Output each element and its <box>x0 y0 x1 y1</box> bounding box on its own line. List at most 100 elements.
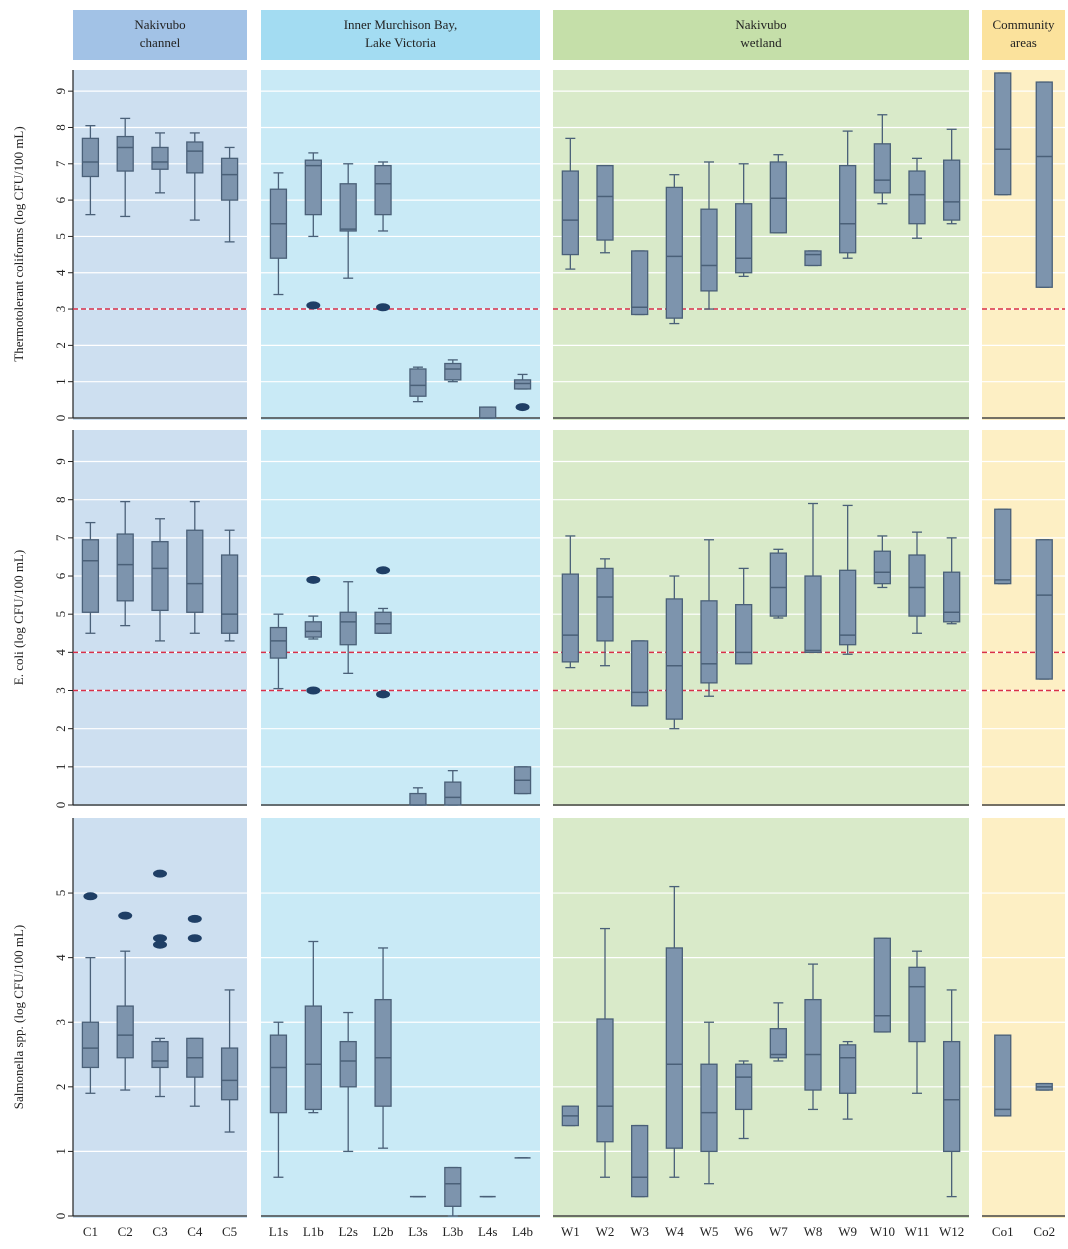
box <box>374 164 392 216</box>
box <box>596 567 614 642</box>
x-tick-label: L3s <box>408 1224 428 1239</box>
box <box>839 1044 857 1094</box>
y-tick-label: 0 <box>53 802 68 809</box>
x-tick-label: L4s <box>478 1224 498 1239</box>
outlier <box>187 914 202 923</box>
box <box>631 1124 649 1198</box>
y-tick-label: 7 <box>53 534 68 541</box>
box <box>269 626 288 659</box>
y-tick-label: 9 <box>53 88 68 95</box>
box <box>269 1034 288 1114</box>
outlier <box>376 566 391 575</box>
y-tick-label: 8 <box>53 124 68 131</box>
y-tick-label: 8 <box>53 496 68 503</box>
box <box>186 141 204 174</box>
box <box>994 72 1012 196</box>
box <box>1035 539 1053 680</box>
x-tick-label: W12 <box>939 1224 964 1239</box>
box <box>769 161 787 234</box>
y-tick-label: 7 <box>53 160 68 167</box>
box <box>116 135 134 172</box>
box <box>908 170 926 225</box>
box <box>804 998 822 1091</box>
x-tick-label: L3b <box>442 1224 463 1239</box>
group-header <box>261 10 540 60</box>
outlier <box>306 301 321 310</box>
panel-background <box>261 70 540 420</box>
box <box>220 554 239 634</box>
x-tick-label: W3 <box>630 1224 649 1239</box>
box <box>735 1063 753 1111</box>
box <box>908 554 926 617</box>
y-tick-label: 3 <box>53 687 68 694</box>
group-title: Nakivubo <box>735 17 786 32</box>
box <box>116 1005 134 1059</box>
x-tick-label: L2s <box>338 1224 358 1239</box>
box <box>220 1047 239 1101</box>
box <box>908 966 926 1043</box>
x-tick-label: W10 <box>870 1224 895 1239</box>
box <box>735 603 753 665</box>
outlier <box>515 403 530 412</box>
outlier <box>153 940 167 949</box>
y-tick-label: 1 <box>53 378 68 385</box>
box <box>839 569 857 646</box>
x-tick-label: C2 <box>118 1224 133 1239</box>
y-tick-label: 5 <box>53 233 68 240</box>
panel-background <box>553 70 969 420</box>
outlier <box>83 892 98 901</box>
box <box>700 600 718 684</box>
y-tick-label: 1 <box>53 1148 68 1155</box>
box <box>873 937 891 1033</box>
x-tick-label: W7 <box>769 1224 788 1239</box>
x-tick-label: L1s <box>269 1224 289 1239</box>
box <box>151 541 169 612</box>
outlier <box>153 869 167 878</box>
y-tick-label: 2 <box>53 342 68 349</box>
y-tick-label: 5 <box>53 890 68 897</box>
x-tick-label: C5 <box>222 1224 237 1239</box>
box <box>700 1063 718 1153</box>
box <box>81 539 100 613</box>
box <box>561 170 579 256</box>
y-tick-label: 1 <box>53 764 68 771</box>
box <box>374 998 392 1107</box>
y-tick-label: 5 <box>53 611 68 618</box>
box <box>804 250 822 267</box>
y-tick-label: 6 <box>53 196 68 203</box>
box <box>339 183 357 232</box>
box <box>769 1028 787 1059</box>
box <box>409 368 427 397</box>
y-tick-label: 4 <box>53 649 68 656</box>
x-tick-label: W5 <box>700 1224 719 1239</box>
box <box>304 1005 322 1111</box>
box <box>561 573 579 663</box>
group-header <box>553 10 969 60</box>
x-tick-label: W11 <box>905 1224 930 1239</box>
box <box>665 947 683 1149</box>
box <box>116 533 134 602</box>
outlier <box>306 686 321 695</box>
outlier <box>187 934 202 943</box>
x-tick-label: C4 <box>187 1224 203 1239</box>
box <box>409 792 427 806</box>
x-tick-label: L1b <box>303 1224 324 1239</box>
x-tick-label: Co1 <box>992 1224 1014 1239</box>
box <box>994 1034 1012 1117</box>
y-tick-label: 4 <box>53 269 68 276</box>
box <box>631 250 649 316</box>
panel-background <box>261 818 540 1218</box>
box <box>374 611 392 634</box>
panel-background <box>261 430 540 806</box>
x-tick-label: L4b <box>512 1224 533 1239</box>
box <box>804 575 822 653</box>
box <box>444 362 462 381</box>
box <box>81 1021 100 1069</box>
box <box>665 186 683 319</box>
y-tick-label: 2 <box>53 725 68 732</box>
panel-background <box>553 430 969 806</box>
box <box>873 550 891 585</box>
box <box>479 406 497 419</box>
box <box>444 781 462 806</box>
box <box>339 611 357 646</box>
